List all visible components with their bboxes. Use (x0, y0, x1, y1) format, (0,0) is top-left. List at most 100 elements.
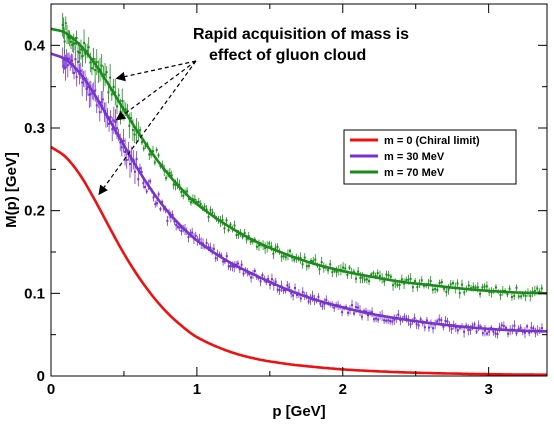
data-point (159, 208, 162, 211)
data-point (187, 236, 190, 239)
data-point (259, 280, 262, 283)
data-point (182, 194, 185, 197)
data-point (66, 64, 69, 67)
data-point (403, 282, 406, 285)
data-point (318, 268, 321, 271)
data-point (440, 319, 443, 322)
data-point (231, 265, 234, 268)
data-point (227, 265, 230, 268)
data-point (173, 220, 176, 223)
data-point (223, 227, 226, 230)
data-point (79, 69, 82, 72)
data-point (333, 306, 336, 309)
data-point (124, 150, 127, 153)
data-point (198, 238, 201, 241)
data-point (87, 46, 90, 49)
data-point (220, 254, 223, 257)
data-point (519, 326, 522, 329)
data-point (280, 255, 283, 258)
data-point (107, 91, 110, 94)
data-point (94, 69, 97, 72)
data-point (284, 256, 287, 259)
data-point (121, 99, 124, 102)
data-point (348, 266, 351, 269)
data-point (352, 270, 355, 273)
data-point (371, 311, 374, 314)
data-point (180, 230, 183, 233)
data-point (467, 284, 470, 287)
data-point (238, 268, 241, 271)
data-point (157, 193, 160, 196)
data-point (133, 133, 136, 136)
data-point (105, 71, 108, 74)
data-point (119, 141, 122, 144)
data-point (166, 219, 169, 222)
data-point (481, 286, 484, 289)
data-point (212, 247, 215, 250)
data-point (488, 330, 491, 333)
data-point (449, 283, 452, 286)
data-point (513, 324, 516, 327)
data-point (540, 327, 543, 330)
data-point (508, 287, 511, 290)
data-point (68, 37, 71, 40)
data-point (529, 294, 532, 297)
data-point (225, 219, 228, 222)
data-point (445, 290, 448, 293)
data-point (261, 274, 264, 277)
data-point (104, 73, 107, 76)
data-point (293, 258, 296, 261)
data-point (325, 298, 328, 301)
data-point (517, 327, 520, 330)
data-point (389, 320, 392, 323)
data-point (499, 293, 502, 296)
data-point (73, 71, 76, 74)
data-point (114, 120, 117, 123)
data-point (425, 319, 428, 322)
data-point (278, 288, 281, 291)
data-point (463, 291, 466, 294)
data-point (236, 262, 239, 265)
data-point (270, 245, 273, 248)
data-point (245, 238, 248, 241)
data-point (385, 273, 388, 276)
data-point (207, 215, 210, 218)
data-point (397, 313, 400, 316)
data-point (377, 318, 380, 321)
data-point (77, 50, 80, 53)
data-point (515, 332, 518, 335)
x-tick-label: 0 (47, 381, 55, 398)
data-point (95, 61, 98, 64)
data-point (178, 226, 181, 229)
plot-frame (50, 3, 548, 377)
data-point (383, 319, 386, 322)
data-point (81, 81, 84, 84)
data-point (429, 280, 432, 283)
data-point (502, 325, 505, 328)
data-point (112, 85, 115, 88)
y-tick-label: 0.2 (24, 203, 45, 220)
data-point (398, 283, 401, 286)
data-point (299, 257, 302, 260)
data-point (372, 272, 375, 275)
data-point (472, 285, 475, 288)
data-point (148, 153, 151, 156)
data-point (152, 196, 155, 199)
data-point (446, 320, 449, 323)
data-point (129, 162, 132, 165)
data-point (155, 148, 158, 151)
data-point (131, 129, 134, 132)
data-point (479, 292, 482, 295)
data-point (522, 293, 525, 296)
x-tick-label: 1 (193, 381, 201, 398)
data-point (194, 234, 197, 237)
data-point (436, 288, 439, 291)
data-point (320, 261, 323, 264)
data-point (227, 228, 230, 231)
data-point (138, 167, 141, 170)
data-point (171, 213, 174, 216)
data-point (203, 205, 206, 208)
y-axis-label: M(p) [GeV] (3, 152, 20, 228)
data-point (452, 282, 455, 285)
